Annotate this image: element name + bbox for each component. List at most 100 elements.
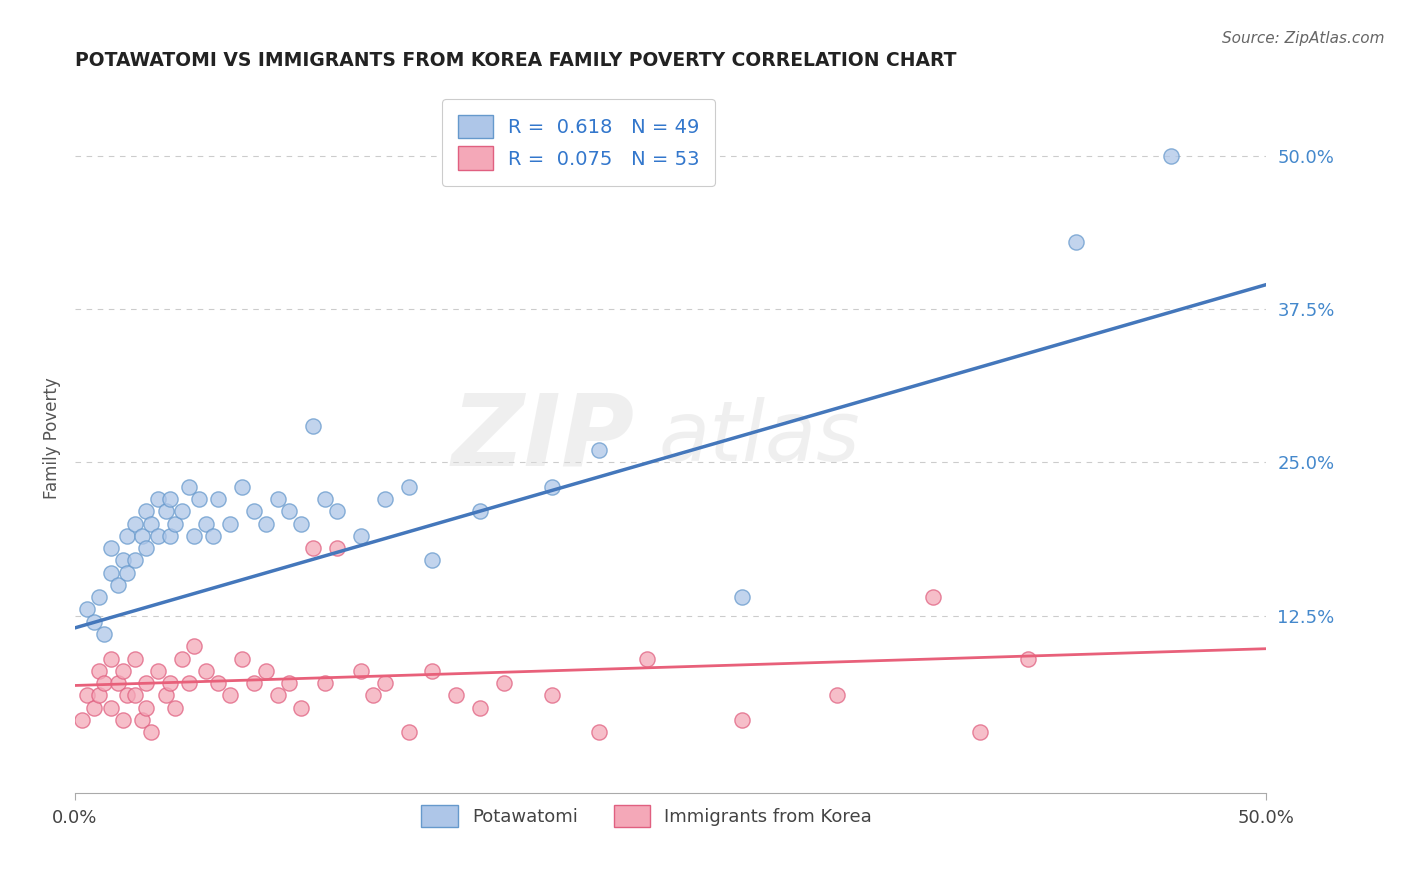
Point	[921, 591, 943, 605]
Text: ZIP: ZIP	[451, 389, 636, 486]
Point	[588, 725, 610, 739]
Point	[350, 664, 373, 678]
Point	[254, 664, 277, 678]
Point	[148, 492, 170, 507]
Point	[76, 688, 98, 702]
Point	[183, 639, 205, 653]
Point	[266, 492, 288, 507]
Point	[141, 516, 163, 531]
Point	[731, 713, 754, 727]
Point	[131, 529, 153, 543]
Point	[361, 688, 384, 702]
Point	[202, 529, 225, 543]
Point	[302, 418, 325, 433]
Point	[207, 492, 229, 507]
Point	[111, 713, 134, 727]
Point	[969, 725, 991, 739]
Point	[87, 688, 110, 702]
Point	[636, 651, 658, 665]
Point	[93, 627, 115, 641]
Point	[87, 591, 110, 605]
Point	[195, 664, 218, 678]
Point	[540, 688, 562, 702]
Point	[218, 688, 240, 702]
Point	[124, 688, 146, 702]
Point	[159, 676, 181, 690]
Point	[183, 529, 205, 543]
Point	[172, 651, 194, 665]
Point	[100, 651, 122, 665]
Point	[159, 492, 181, 507]
Point	[278, 504, 301, 518]
Point	[1160, 149, 1182, 163]
Point	[350, 529, 373, 543]
Point	[165, 700, 187, 714]
Point	[195, 516, 218, 531]
Point	[444, 688, 467, 702]
Text: Source: ZipAtlas.com: Source: ZipAtlas.com	[1222, 31, 1385, 46]
Point	[398, 480, 420, 494]
Point	[70, 713, 93, 727]
Point	[148, 529, 170, 543]
Point	[111, 553, 134, 567]
Point	[117, 566, 139, 580]
Point	[540, 480, 562, 494]
Point	[100, 566, 122, 580]
Point	[124, 651, 146, 665]
Point	[326, 504, 349, 518]
Point	[131, 713, 153, 727]
Point	[207, 676, 229, 690]
Point	[83, 615, 105, 629]
Point	[165, 516, 187, 531]
Point	[135, 700, 157, 714]
Point	[374, 676, 396, 690]
Point	[100, 541, 122, 556]
Point	[179, 480, 201, 494]
Point	[588, 443, 610, 458]
Point	[422, 553, 444, 567]
Point	[468, 700, 491, 714]
Point	[83, 700, 105, 714]
Point	[278, 676, 301, 690]
Point	[135, 676, 157, 690]
Point	[159, 529, 181, 543]
Point	[398, 725, 420, 739]
Point	[731, 591, 754, 605]
Point	[135, 504, 157, 518]
Point	[148, 664, 170, 678]
Point	[314, 492, 336, 507]
Point	[107, 578, 129, 592]
Point	[155, 504, 177, 518]
Point	[827, 688, 849, 702]
Point	[87, 664, 110, 678]
Text: atlas: atlas	[659, 397, 860, 478]
Point	[76, 602, 98, 616]
Legend: Potawatomi, Immigrants from Korea: Potawatomi, Immigrants from Korea	[415, 797, 880, 834]
Point	[1017, 651, 1039, 665]
Point	[1064, 235, 1087, 249]
Point	[172, 504, 194, 518]
Point	[468, 504, 491, 518]
Point	[302, 541, 325, 556]
Point	[266, 688, 288, 702]
Point	[117, 688, 139, 702]
Point	[422, 664, 444, 678]
Point	[290, 700, 312, 714]
Point	[231, 480, 253, 494]
Point	[290, 516, 312, 531]
Point	[117, 529, 139, 543]
Point	[314, 676, 336, 690]
Point	[242, 676, 264, 690]
Point	[100, 700, 122, 714]
Point	[242, 504, 264, 518]
Point	[374, 492, 396, 507]
Point	[124, 516, 146, 531]
Point	[93, 676, 115, 690]
Point	[254, 516, 277, 531]
Point	[111, 664, 134, 678]
Point	[107, 676, 129, 690]
Point	[124, 553, 146, 567]
Point	[187, 492, 209, 507]
Point	[326, 541, 349, 556]
Point	[141, 725, 163, 739]
